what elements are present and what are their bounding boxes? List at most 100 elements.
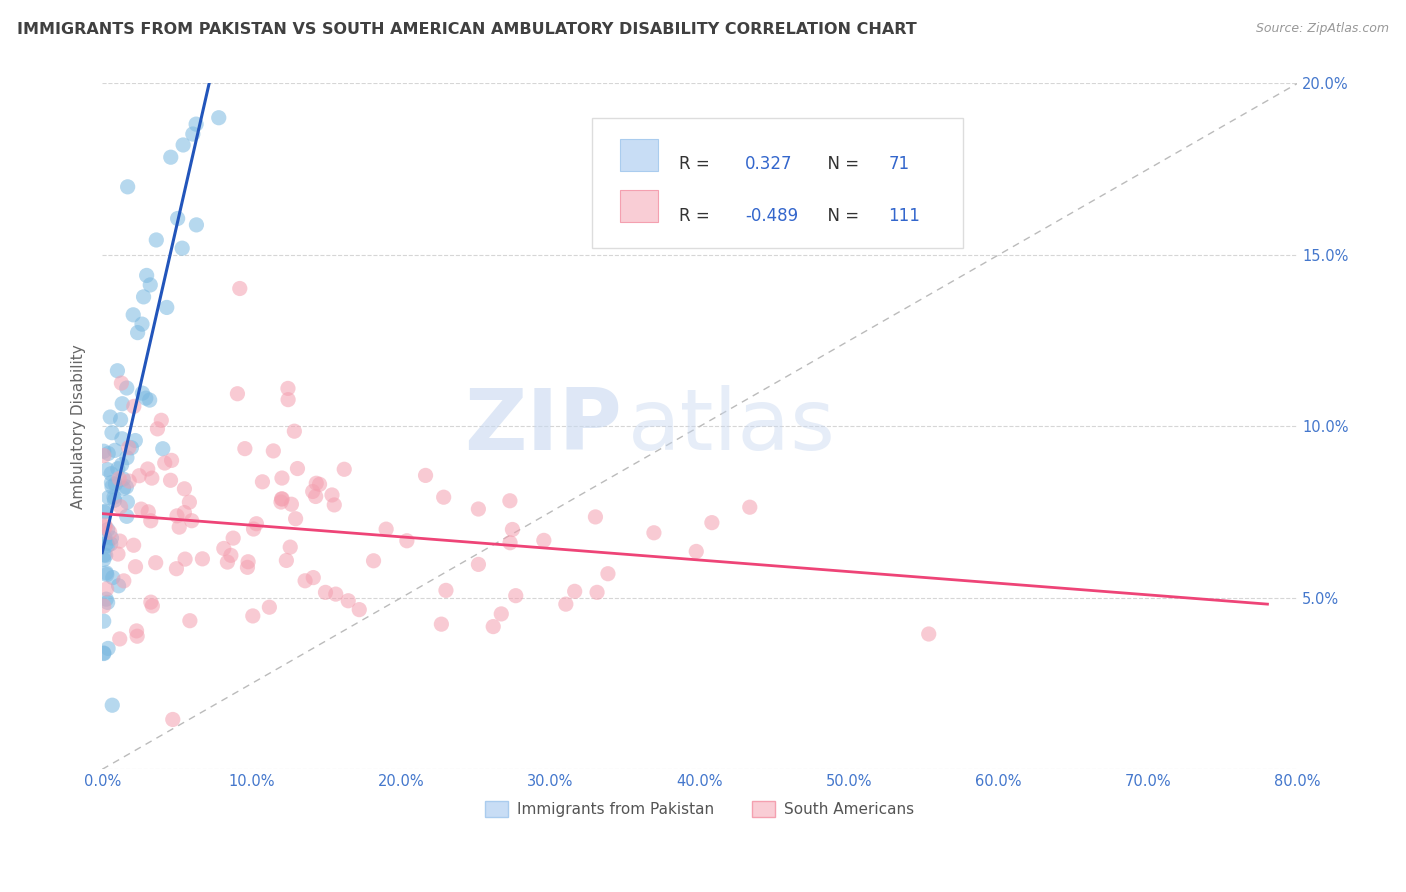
Point <box>139 514 162 528</box>
Point <box>271 491 294 506</box>
Point <box>110 500 132 514</box>
Point <box>333 462 356 476</box>
Point <box>283 424 305 438</box>
Point <box>179 614 201 628</box>
Point <box>128 468 150 483</box>
Point <box>287 461 309 475</box>
Point <box>643 525 665 540</box>
Point <box>97 595 120 609</box>
Point <box>101 480 124 494</box>
Point <box>323 498 346 512</box>
Text: Source: ZipAtlas.com: Source: ZipAtlas.com <box>1256 22 1389 36</box>
Point <box>112 472 135 486</box>
Point <box>97 523 120 537</box>
Point <box>150 413 173 427</box>
Point <box>104 443 127 458</box>
Point <box>314 585 336 599</box>
Point <box>270 491 292 506</box>
Point <box>173 482 195 496</box>
Point <box>96 566 118 580</box>
Point <box>172 138 194 153</box>
Point <box>208 111 231 125</box>
Point <box>146 422 169 436</box>
Point <box>184 117 207 131</box>
FancyBboxPatch shape <box>620 190 658 222</box>
Point <box>159 473 181 487</box>
Text: 71: 71 <box>889 154 910 173</box>
Point <box>111 397 134 411</box>
Point <box>301 484 323 499</box>
Point <box>93 599 115 613</box>
Point <box>271 471 294 485</box>
Point <box>160 453 183 467</box>
Point <box>236 560 259 574</box>
Point <box>93 614 115 628</box>
Point <box>118 474 141 488</box>
Point <box>262 444 284 458</box>
Point <box>131 317 153 331</box>
Point <box>97 641 120 656</box>
Point <box>242 609 264 624</box>
Point <box>120 441 142 455</box>
Point <box>93 646 115 660</box>
Point <box>186 218 208 232</box>
Point <box>103 490 125 504</box>
Point <box>93 505 115 519</box>
Point <box>136 505 159 519</box>
Point <box>499 535 522 549</box>
Point <box>564 584 586 599</box>
Point <box>96 567 118 582</box>
Point <box>118 441 141 455</box>
Point <box>124 559 146 574</box>
Point <box>229 281 252 295</box>
Point <box>115 509 138 524</box>
Point <box>501 523 523 537</box>
Point <box>308 477 330 491</box>
Point <box>152 442 174 456</box>
Point <box>108 632 131 646</box>
Point <box>122 538 145 552</box>
Point <box>93 552 115 566</box>
Point <box>162 713 184 727</box>
Point <box>100 467 122 481</box>
Point <box>93 449 115 463</box>
Point <box>96 592 118 607</box>
Point <box>100 475 122 490</box>
Point <box>321 488 343 502</box>
Point <box>94 549 117 563</box>
Point <box>700 516 723 530</box>
Point <box>94 504 117 518</box>
FancyBboxPatch shape <box>592 118 963 248</box>
Point <box>100 531 122 545</box>
Point <box>111 432 134 446</box>
Point <box>122 400 145 414</box>
Point <box>159 150 181 164</box>
Text: -0.489: -0.489 <box>745 207 799 225</box>
Text: ZIP: ZIP <box>464 384 621 468</box>
Point <box>270 495 292 509</box>
Point <box>245 516 267 531</box>
Point <box>179 495 201 509</box>
Point <box>124 434 146 448</box>
Point <box>434 583 457 598</box>
Point <box>180 514 202 528</box>
Point <box>278 540 301 554</box>
Point <box>98 525 121 540</box>
Point <box>212 541 235 556</box>
Point <box>122 308 145 322</box>
Point <box>101 698 124 713</box>
Point <box>115 480 138 494</box>
Point <box>145 233 167 247</box>
Point <box>117 495 139 509</box>
Point <box>294 574 316 588</box>
Point <box>165 562 187 576</box>
Point <box>191 551 214 566</box>
Point <box>141 599 163 613</box>
Point <box>259 600 281 615</box>
Point <box>302 571 325 585</box>
Point <box>242 522 264 536</box>
Point <box>181 127 204 141</box>
Point <box>145 556 167 570</box>
Point <box>337 593 360 607</box>
Point <box>738 500 761 515</box>
